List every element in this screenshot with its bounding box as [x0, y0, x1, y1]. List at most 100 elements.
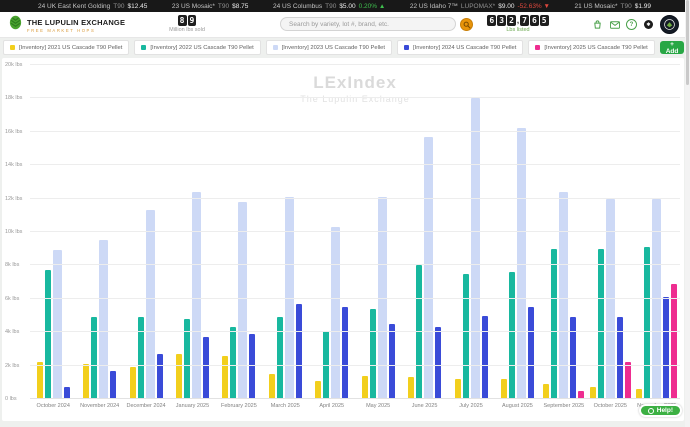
bar[interactable] [589, 387, 596, 399]
bar[interactable] [175, 353, 182, 399]
bar[interactable] [663, 297, 670, 399]
bar[interactable] [435, 327, 442, 399]
bar[interactable] [110, 370, 117, 399]
bar[interactable] [624, 362, 631, 399]
bar[interactable] [369, 308, 376, 399]
legend-chip[interactable]: [Inventory] 2025 US Cascade T90 Pellet [528, 40, 655, 55]
ticker-item-grade: T90 [620, 2, 632, 10]
legend-chip[interactable]: [Inventory] 2023 US Cascade T90 Pellet [265, 40, 393, 55]
bar[interactable] [551, 248, 558, 399]
bar-group [216, 65, 262, 399]
bar[interactable] [644, 247, 651, 399]
bar[interactable] [36, 362, 43, 399]
bar[interactable] [83, 363, 90, 399]
bar[interactable] [191, 191, 201, 399]
bar[interactable] [424, 136, 434, 399]
y-axis-tick-label: 8k lbs [5, 262, 20, 269]
x-axis-tick-label: November 2024 [80, 403, 120, 409]
bar[interactable] [331, 227, 341, 399]
ticker-item-grade: T90 [325, 2, 337, 10]
bar[interactable] [222, 355, 229, 399]
bar[interactable] [454, 378, 461, 399]
x-axis-tick-label: February 2025 [221, 403, 257, 409]
ticker-bar: 24 UK East Kent Golding T90 $12.45 23 US Mo… [0, 0, 685, 12]
bar[interactable] [63, 387, 70, 399]
legend-chip-label: [Inventory] 2025 US Cascade T90 Pellet [544, 44, 648, 51]
gridline [30, 297, 680, 299]
bar[interactable] [202, 337, 209, 399]
bar[interactable] [470, 98, 480, 399]
bar[interactable] [671, 283, 678, 399]
search-bar [280, 17, 473, 31]
x-axis-labels: October 2024 November 2024 December 2024 Ja… [30, 403, 680, 415]
ticker-item[interactable]: 22 US Idaho 7™ LUPOMAX* $9.00 -52.63% ▼ [410, 3, 550, 10]
bag-icon[interactable] [592, 19, 603, 30]
x-axis-tick-label: May 2025 [366, 403, 391, 409]
bar[interactable] [543, 383, 550, 399]
bar[interactable] [388, 323, 395, 399]
bar[interactable] [578, 390, 585, 399]
ticker-item-name: 21 US Mosaic* [574, 2, 618, 10]
bar[interactable] [183, 318, 190, 399]
bar[interactable] [500, 378, 507, 399]
ticker-item-change: -52.63% ▼ [517, 2, 550, 10]
bar-group [587, 65, 633, 399]
ticker-item[interactable]: 23 US Mosaic* T90 $8.75 [172, 3, 248, 10]
bar[interactable] [508, 272, 515, 399]
legend: [Inventory] 2021 US Cascade T90 Pellet [I… [3, 40, 655, 55]
help-circle-icon[interactable]: ? [626, 19, 637, 30]
user-avatar[interactable] [660, 15, 679, 34]
bar[interactable] [570, 317, 577, 399]
bar[interactable] [616, 317, 623, 399]
bar[interactable] [156, 353, 163, 399]
legend-chip-label: [Inventory] 2021 US Cascade T90 Pellet [19, 44, 123, 51]
bar[interactable] [52, 250, 62, 399]
ticker-item[interactable]: 24 UK East Kent Golding T90 $12.45 [38, 3, 147, 10]
bar[interactable] [268, 373, 275, 399]
bar[interactable] [462, 273, 469, 399]
bar-group [309, 65, 355, 399]
x-axis-tick-label: April 2025 [319, 403, 345, 409]
bar[interactable] [315, 380, 322, 399]
bar[interactable] [91, 317, 98, 399]
add-series-button[interactable]: + Add [659, 41, 685, 55]
bar[interactable] [129, 367, 136, 399]
bar[interactable] [230, 327, 237, 399]
mail-icon[interactable] [609, 19, 620, 30]
bar[interactable] [361, 375, 368, 399]
bar[interactable] [416, 265, 423, 399]
search-input[interactable] [280, 17, 456, 31]
bar[interactable] [44, 270, 51, 399]
ticker-item[interactable]: 24 US Columbus T90 $5.00 0.20% ▲ [273, 3, 385, 10]
bar[interactable] [249, 333, 256, 399]
bar[interactable] [597, 248, 604, 399]
bar[interactable] [145, 210, 155, 399]
bar[interactable] [238, 201, 248, 399]
bar[interactable] [342, 307, 349, 399]
bar-group [401, 65, 447, 399]
bar[interactable] [527, 307, 534, 399]
star-badge-icon[interactable]: ✱ [643, 19, 654, 30]
y-axis-tick-label: 20k lbs [5, 62, 23, 68]
bar[interactable] [408, 377, 415, 399]
legend-chip[interactable]: [Inventory] 2021 US Cascade T90 Pellet [3, 40, 130, 55]
legend-chip[interactable]: [Inventory] 2022 US Cascade T90 Pellet [134, 40, 261, 55]
legend-chip[interactable]: [Inventory] 2024 US Cascade T90 Pellet [397, 40, 524, 55]
scrollbar-thumb[interactable] [686, 0, 689, 85]
bar[interactable] [295, 303, 302, 399]
help-button[interactable]: Help! [638, 404, 682, 417]
bar[interactable] [276, 317, 283, 399]
bar[interactable] [137, 317, 144, 399]
bar[interactable] [559, 191, 569, 399]
ticker-item[interactable]: 21 US Mosaic* T90 $1.99 [575, 3, 651, 10]
chart-toolbar: [Inventory] 2021 US Cascade T90 Pellet [I… [3, 40, 690, 55]
bar[interactable] [636, 388, 643, 399]
logo[interactable]: THE LUPULIN EXCHANGE FREE MARKET HOPS [8, 15, 125, 35]
search-button[interactable] [460, 17, 473, 31]
bar-groups [30, 65, 680, 399]
bar[interactable] [516, 128, 526, 399]
gridline [30, 398, 680, 399]
bar[interactable] [99, 240, 109, 399]
gridline [30, 164, 680, 166]
bar[interactable] [481, 315, 488, 399]
